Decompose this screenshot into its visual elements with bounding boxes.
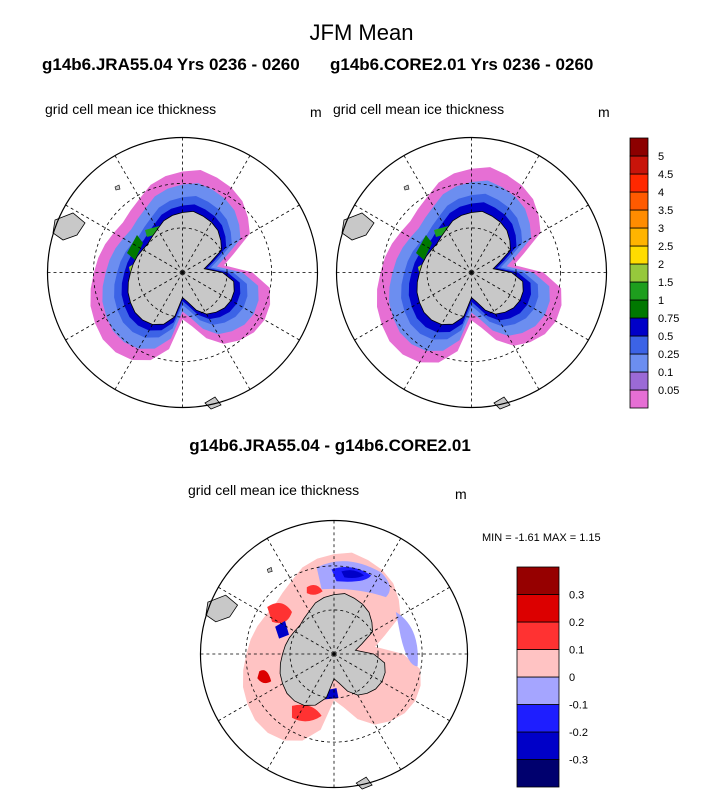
difference-map xyxy=(199,519,469,790)
colorbar-swatch xyxy=(629,263,649,283)
island xyxy=(403,184,410,191)
colorbar-tick-label: 2.5 xyxy=(658,241,673,253)
colorbar-swatch xyxy=(629,173,649,193)
colorbar-tick-label: 3.5 xyxy=(658,205,673,217)
new-zealand-tip xyxy=(204,396,222,410)
colorbar-tick-label: 0.2 xyxy=(569,617,584,629)
left-run-title: g14b6.JRA55.04 Yrs 0236 - 0260 xyxy=(42,55,300,74)
colorbar-swatch xyxy=(516,594,560,623)
colorbar-tick-label: 0.1 xyxy=(658,367,673,379)
colorbar-tick-label: 1 xyxy=(658,295,664,307)
new-zealand-tip xyxy=(493,396,511,410)
graticule xyxy=(336,137,607,408)
right-panel-label: grid cell mean ice thickness xyxy=(333,101,505,117)
map-boundary xyxy=(46,136,319,409)
thick-ice-patch xyxy=(416,235,432,260)
colorbar-swatch xyxy=(516,566,560,595)
map-boundary xyxy=(335,136,608,409)
right-ice-thickness-map xyxy=(335,136,608,410)
left-panel-unit: m xyxy=(310,104,322,120)
colorbar-tick-label: 0.25 xyxy=(658,349,679,361)
colorbar-swatch xyxy=(516,731,560,760)
diff-panel-unit: m xyxy=(455,486,467,502)
colorbar-swatch xyxy=(629,335,649,355)
diff-panel-label: grid cell mean ice thickness xyxy=(188,482,360,498)
difference-colorbar: -0.3 -0.2 -0.1 0 0.1 0.2 0.3 xyxy=(516,566,588,788)
colorbar-swatch xyxy=(516,704,560,733)
colorbar-tick-label: 0.3 xyxy=(569,590,584,602)
left-ice-thickness-map xyxy=(46,136,319,410)
graticule xyxy=(47,137,318,408)
colorbar-swatch xyxy=(629,317,649,337)
diff-negative-area xyxy=(341,570,365,579)
colorbar-swatch xyxy=(629,245,649,265)
diff-positive-area xyxy=(267,603,292,624)
right-run-title: g14b6.CORE2.01 Yrs 0236 - 0260 xyxy=(330,55,594,74)
colorbar-swatch xyxy=(629,191,649,211)
min-max-readout: MIN = -1.61 MAX = 1.15 xyxy=(482,532,601,544)
diff-positive-area xyxy=(257,670,272,684)
colorbar-swatch xyxy=(629,209,649,229)
left-panel-label: grid cell mean ice thickness xyxy=(45,101,217,117)
figure-title: JFM Mean xyxy=(309,20,414,45)
colorbar-swatch xyxy=(516,649,560,678)
island xyxy=(266,567,273,573)
colorbar-swatch xyxy=(629,299,649,319)
colorbar-swatch xyxy=(629,371,649,391)
colorbar-swatch xyxy=(629,281,649,301)
colorbar-swatch xyxy=(629,227,649,247)
colorbar-tick-label: 5 xyxy=(658,151,664,163)
colorbar-tick-label: 0.05 xyxy=(658,385,679,397)
thick-ice-patch xyxy=(127,235,143,260)
new-zealand-tip xyxy=(355,776,373,790)
colorbar-tick-label: -0.3 xyxy=(569,755,588,767)
colorbar-swatch xyxy=(516,759,560,788)
difference-title: g14b6.JRA55.04 - g14b6.CORE2.01 xyxy=(189,436,471,455)
island xyxy=(114,184,121,191)
colorbar-tick-label: 0.1 xyxy=(569,645,584,657)
colorbar-swatch xyxy=(516,676,560,705)
colorbar-swatch xyxy=(516,621,560,650)
map-boundary xyxy=(199,519,469,789)
diff-negative-area xyxy=(275,620,289,639)
right-panel-unit: m xyxy=(598,104,610,120)
colorbar-swatch xyxy=(629,137,649,157)
colorbar-tick-label: -0.2 xyxy=(569,727,588,739)
colorbar-tick-label: 3 xyxy=(658,223,664,235)
graticule xyxy=(200,520,468,788)
diff-negative-area xyxy=(395,611,418,667)
colorbar-tick-label: 0 xyxy=(569,672,575,684)
diff-positive-area xyxy=(291,704,322,722)
colorbar-tick-label: 0.5 xyxy=(658,331,673,343)
colorbar-swatch xyxy=(629,155,649,175)
thickness-colorbar: 0.05 0.1 0.25 0.5 0.75 1 1.5 2 2.5 3 3.5 4 4.5 5 xyxy=(629,137,679,409)
colorbar-tick-label: 4.5 xyxy=(658,169,673,181)
colorbar-tick-label: 4 xyxy=(658,187,664,199)
colorbar-swatch xyxy=(629,353,649,373)
colorbar-tick-label: -0.1 xyxy=(569,700,588,712)
colorbar-tick-label: 0.75 xyxy=(658,313,679,325)
colorbar-swatch xyxy=(629,389,649,409)
diff-positive-area xyxy=(306,585,323,595)
colorbar-tick-label: 1.5 xyxy=(658,277,673,289)
colorbar-tick-label: 2 xyxy=(658,259,664,271)
